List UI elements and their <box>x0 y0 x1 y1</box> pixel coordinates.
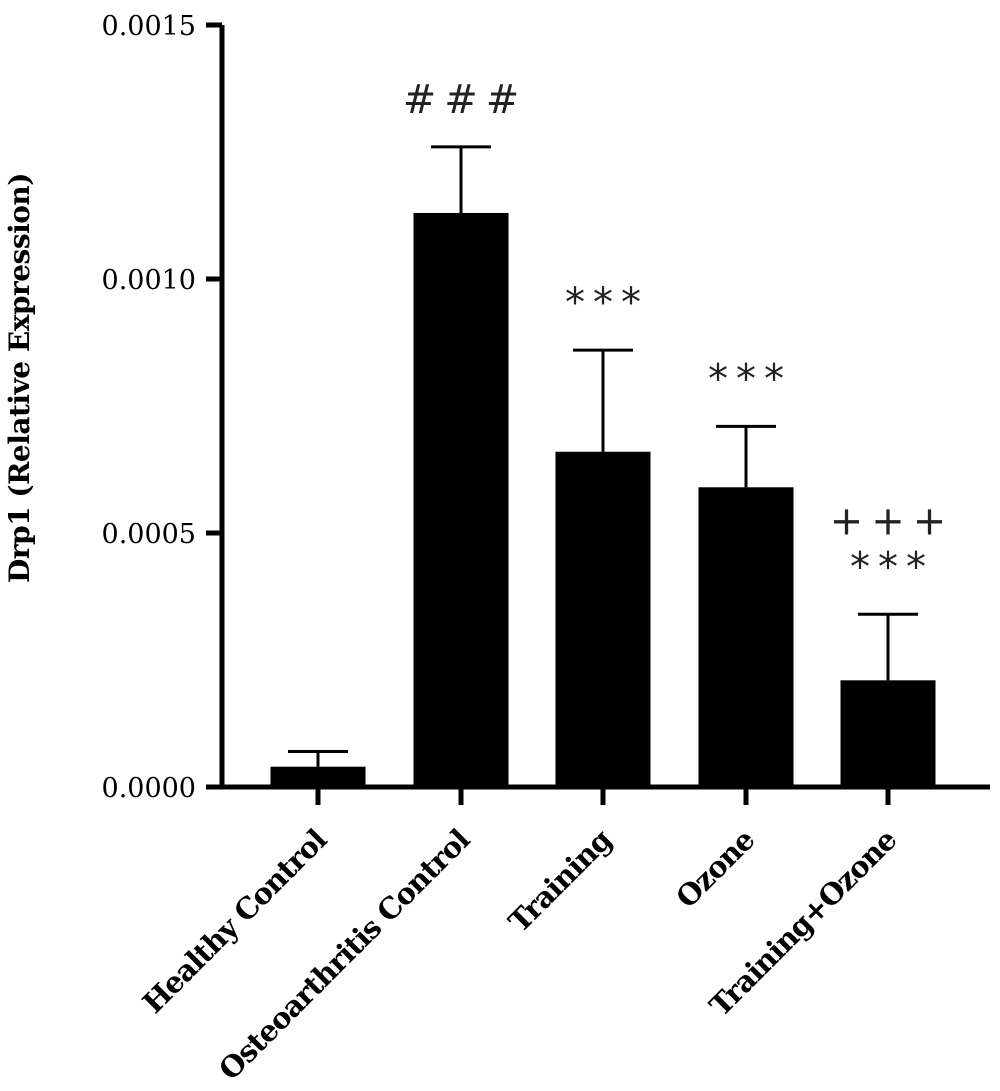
x-tick-label: Training <box>502 822 618 938</box>
bar <box>555 451 651 787</box>
y-axis: 0.0000 0.0005 0.0010 0.0015 <box>102 11 225 804</box>
bar <box>840 680 936 787</box>
bar <box>698 487 794 787</box>
bars: ###******+++*** <box>270 77 955 787</box>
y-tick-label: 0.0005 <box>102 519 196 550</box>
significance-annotation: *** <box>850 544 934 590</box>
y-axis-label: Drp1 (Relative Expression) <box>3 173 36 583</box>
significance-annotation: *** <box>708 356 792 402</box>
x-tick-label: Osteoarthritis Control <box>212 822 476 1086</box>
x-tick-label: Ozone <box>669 823 761 915</box>
significance-annotation: *** <box>565 280 649 326</box>
y-tick-label: 0.0010 <box>102 265 196 296</box>
y-tick-label: 0.0000 <box>102 773 196 804</box>
significance-annotation: ### <box>403 77 528 123</box>
bar <box>413 212 509 787</box>
bar <box>270 766 366 787</box>
y-tick-label: 0.0015 <box>102 11 196 42</box>
significance-annotation: +++ <box>830 498 955 544</box>
